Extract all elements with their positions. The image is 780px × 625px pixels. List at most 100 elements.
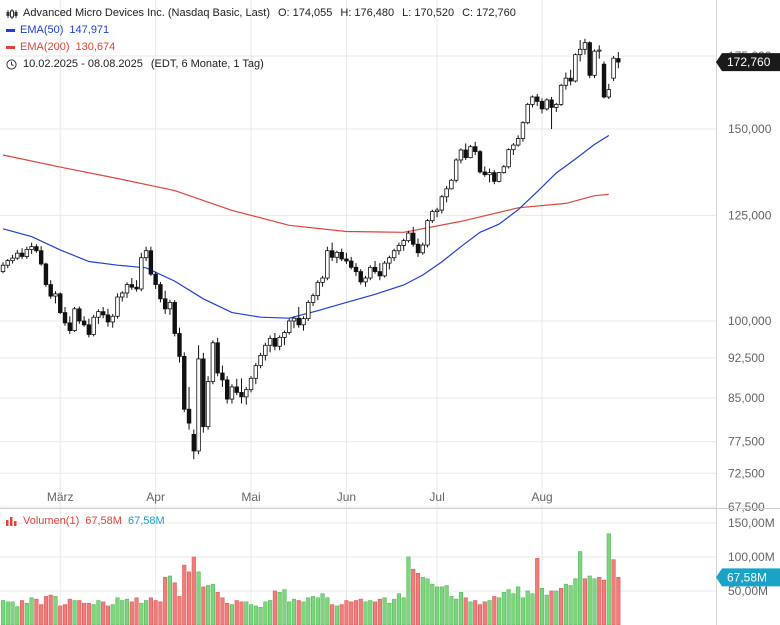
volume-bar-down[interactable]: [134, 597, 139, 625]
volume-bar-down[interactable]: [67, 598, 72, 625]
candle-up[interactable]: [196, 358, 201, 452]
volume-bar-down[interactable]: [177, 596, 182, 625]
volume-bar-up[interactable]: [72, 600, 77, 625]
volume-bar-down[interactable]: [339, 604, 344, 625]
candle-down[interactable]: [473, 146, 478, 153]
candle-down[interactable]: [535, 96, 540, 102]
candle-down[interactable]: [568, 77, 573, 82]
volume-bar-up[interactable]: [396, 593, 401, 625]
candle-up[interactable]: [96, 311, 101, 318]
candle-down[interactable]: [358, 271, 363, 283]
volume-bar-up[interactable]: [110, 604, 115, 625]
volume-bar-up[interactable]: [430, 583, 435, 625]
candle-up[interactable]: [167, 302, 173, 310]
volume-bar-down[interactable]: [373, 601, 378, 625]
volume-bar-up[interactable]: [401, 597, 406, 625]
candle-up[interactable]: [253, 365, 259, 379]
volume-bar-up[interactable]: [24, 602, 29, 625]
volume-bar-up[interactable]: [439, 586, 444, 625]
candle-up[interactable]: [425, 220, 430, 246]
candle-down[interactable]: [372, 266, 378, 272]
volume-bar-down[interactable]: [330, 604, 335, 625]
candle-down[interactable]: [129, 284, 134, 288]
candle-up[interactable]: [210, 342, 216, 382]
candle-down[interactable]: [77, 308, 82, 322]
candle-up[interactable]: [501, 166, 507, 174]
candle-down[interactable]: [177, 333, 182, 357]
candle-up[interactable]: [205, 381, 211, 428]
volume-bar-up[interactable]: [578, 551, 583, 625]
candle-up[interactable]: [334, 251, 340, 258]
candle-up[interactable]: [530, 96, 535, 105]
candle-up[interactable]: [291, 317, 297, 322]
candle-up[interactable]: [306, 302, 311, 320]
volume-bar-up[interactable]: [325, 597, 330, 625]
volume-bar-up[interactable]: [425, 578, 430, 625]
volume-bar-up[interactable]: [573, 578, 578, 625]
candle-down[interactable]: [172, 302, 177, 334]
candle-down[interactable]: [492, 172, 497, 182]
volume-bar-down[interactable]: [215, 592, 220, 625]
volume-bar-up[interactable]: [554, 590, 559, 625]
volume-bar-down[interactable]: [482, 601, 487, 625]
volume-bar-up[interactable]: [244, 601, 249, 625]
candle-up[interactable]: [5, 260, 10, 266]
volume-bar-down[interactable]: [353, 600, 359, 625]
candle-up[interactable]: [511, 144, 516, 151]
candle-up[interactable]: [515, 138, 521, 146]
candle-down[interactable]: [34, 246, 39, 252]
volume-bar-up[interactable]: [139, 602, 144, 625]
candle-up[interactable]: [396, 245, 402, 252]
volume-bar-up[interactable]: [387, 602, 392, 625]
candle-up[interactable]: [53, 293, 58, 297]
candle-down[interactable]: [353, 266, 359, 272]
volume-bar-up[interactable]: [5, 601, 10, 625]
volume-bar-down[interactable]: [148, 597, 153, 625]
candle-down[interactable]: [234, 386, 239, 393]
candle-up[interactable]: [458, 149, 464, 161]
candle-up[interactable]: [506, 149, 511, 168]
candle-up[interactable]: [387, 257, 392, 264]
volume-bar-up[interactable]: [277, 592, 282, 625]
candle-up[interactable]: [554, 103, 559, 108]
volume-bar-up[interactable]: [363, 601, 368, 625]
candle-up[interactable]: [115, 296, 120, 317]
candle-up[interactable]: [577, 48, 583, 56]
volume-bar-up[interactable]: [91, 604, 96, 625]
candle-down[interactable]: [349, 260, 354, 268]
candle-down[interactable]: [415, 243, 421, 254]
volume-bar-down[interactable]: [220, 597, 225, 625]
candle-up[interactable]: [229, 386, 235, 400]
volume-bar-up[interactable]: [382, 597, 387, 625]
volume-bar-down[interactable]: [82, 602, 87, 625]
candle-up[interactable]: [420, 244, 425, 254]
volume-bar-up[interactable]: [248, 604, 254, 625]
candle-down[interactable]: [296, 317, 301, 326]
candle-up[interactable]: [72, 308, 77, 331]
candle-up[interactable]: [611, 57, 616, 79]
volume-bar-down[interactable]: [158, 601, 163, 625]
candle-down[interactable]: [67, 322, 72, 331]
volume-bar-down[interactable]: [186, 571, 192, 625]
candle-up[interactable]: [0, 264, 6, 272]
candle-up[interactable]: [320, 277, 325, 283]
volume-bar-up[interactable]: [435, 586, 440, 625]
volume-bar-down[interactable]: [105, 605, 110, 625]
candle-up[interactable]: [91, 316, 96, 335]
volume-bar-up[interactable]: [406, 556, 411, 625]
volume-bar-up[interactable]: [563, 583, 568, 625]
candle-up[interactable]: [449, 179, 454, 190]
volume-bar-down[interactable]: [415, 573, 421, 625]
volume-bar-up[interactable]: [206, 585, 211, 625]
candle-up[interactable]: [143, 250, 149, 259]
volume-bar-up[interactable]: [530, 593, 535, 625]
candle-down[interactable]: [272, 337, 278, 347]
candle-down[interactable]: [411, 232, 416, 245]
volume-bar-up[interactable]: [282, 589, 287, 625]
candle-up[interactable]: [563, 77, 569, 86]
candle-up[interactable]: [368, 266, 373, 279]
volume-bar-down[interactable]: [473, 600, 478, 625]
volume-bar-up[interactable]: [96, 600, 101, 625]
candle-up[interactable]: [244, 389, 249, 398]
candle-up[interactable]: [496, 172, 502, 182]
